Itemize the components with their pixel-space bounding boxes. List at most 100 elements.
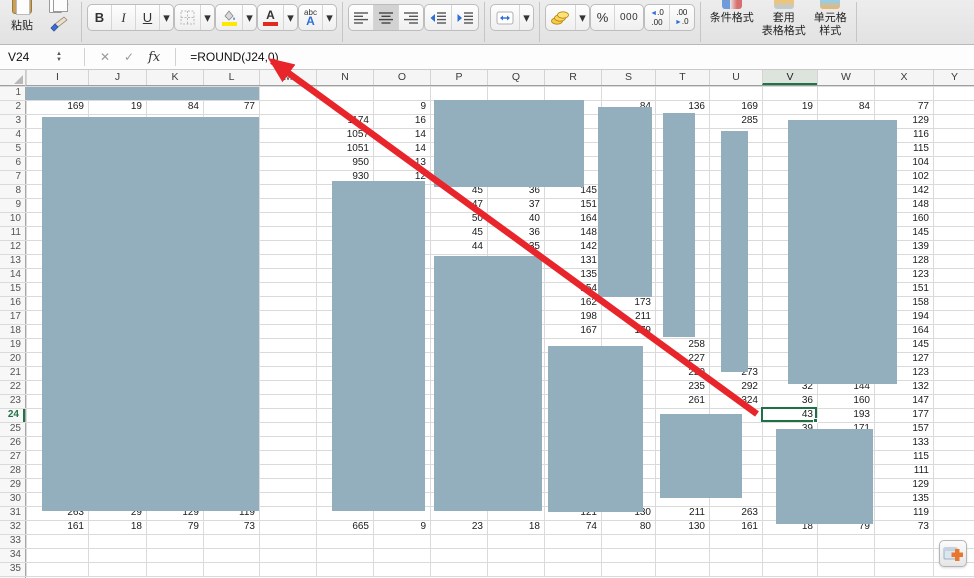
cell-K32[interactable]: 79 <box>187 521 199 532</box>
cell-U31[interactable]: 263 <box>741 507 758 518</box>
cell-T23[interactable]: 261 <box>688 395 705 406</box>
accounting-format-button[interactable] <box>546 5 576 30</box>
cell-Q10[interactable]: 40 <box>528 213 540 224</box>
cell-X12[interactable]: 139 <box>912 241 929 252</box>
cell-T20[interactable]: 227 <box>688 353 705 364</box>
accounting-dropdown[interactable]: ▾ <box>579 9 586 25</box>
cell-X26[interactable]: 133 <box>912 437 929 448</box>
row-header-4[interactable]: 4 <box>15 129 21 140</box>
cell-X7[interactable]: 102 <box>912 171 929 182</box>
cell-X5[interactable]: 115 <box>913 143 929 154</box>
stepper-down-icon[interactable]: ▼ <box>56 57 62 63</box>
row-header-10[interactable]: 10 <box>9 213 21 224</box>
row-header-34[interactable]: 34 <box>9 549 21 560</box>
cell-U23[interactable]: 324 <box>741 395 758 406</box>
cell-N5[interactable]: 1051 <box>346 143 369 154</box>
cell-U22[interactable]: 292 <box>741 381 758 392</box>
cell-L31[interactable]: 119 <box>239 507 255 518</box>
cell-T32[interactable]: 130 <box>688 521 705 532</box>
cell-O2[interactable]: 9 <box>420 101 426 112</box>
fill-color-dropdown[interactable]: ▾ <box>246 9 253 25</box>
cell-U2[interactable]: 169 <box>741 101 758 112</box>
paste-button[interactable]: 粘贴 <box>2 0 42 33</box>
cell-W25[interactable]: 171 <box>817 422 873 436</box>
cell-X2[interactable]: 77 <box>917 101 929 112</box>
cell-X6[interactable]: 104 <box>912 157 929 168</box>
font-color-button[interactable]: A <box>258 5 284 30</box>
name-box[interactable]: V24 <box>8 50 30 64</box>
row-header-1[interactable]: 1 <box>15 87 21 98</box>
formula-input[interactable]: =ROUND(J24,0) <box>190 50 279 64</box>
row-header-13[interactable]: 13 <box>9 255 21 266</box>
cell-X29[interactable]: 129 <box>912 479 929 490</box>
cell-X31[interactable]: 119 <box>913 507 929 518</box>
cell-V25[interactable]: 39 <box>762 422 816 436</box>
row-header-22[interactable]: 22 <box>9 381 21 392</box>
cell-R14[interactable]: 135 <box>580 269 597 280</box>
underline-dropdown[interactable]: ▾ <box>163 9 170 25</box>
cell-W24[interactable]: 193 <box>853 409 870 420</box>
column-header-I[interactable]: I <box>26 70 88 85</box>
cell-J2[interactable]: 19 <box>130 101 142 112</box>
increase-decimal-button[interactable]: .00 ►.0 <box>674 8 689 26</box>
cancel-icon[interactable]: ✕ <box>99 50 111 64</box>
cell-V24[interactable]: 43 <box>801 409 813 420</box>
decrease-indent-button[interactable] <box>425 5 452 30</box>
cell-X15[interactable]: 151 <box>912 283 929 294</box>
cell-T2[interactable]: 136 <box>688 101 705 112</box>
cell-X9[interactable]: 148 <box>912 199 929 210</box>
row-header-17[interactable]: 17 <box>9 311 21 322</box>
cell-I31[interactable]: 263 <box>67 507 84 518</box>
cell-S32[interactable]: 80 <box>639 521 651 532</box>
row-header-35[interactable]: 35 <box>9 563 21 574</box>
row-header-19[interactable]: 19 <box>9 339 21 350</box>
cell-U32[interactable]: 161 <box>741 521 758 532</box>
percent-button[interactable]: % <box>591 5 615 30</box>
cell-X19[interactable]: 145 <box>912 339 929 350</box>
cell-N3[interactable]: 1174 <box>347 115 369 126</box>
borders-dropdown[interactable]: ▾ <box>204 9 211 25</box>
row-header-27[interactable]: 27 <box>9 451 21 462</box>
enter-icon[interactable]: ✓ <box>124 50 135 64</box>
row-header-16[interactable]: 16 <box>9 297 21 308</box>
cell-X22[interactable]: 132 <box>912 381 929 392</box>
name-box-stepper[interactable]: ▲ ▼ <box>56 51 62 63</box>
align-left-button[interactable] <box>349 5 374 30</box>
cell-I32[interactable]: 161 <box>67 521 84 532</box>
increase-indent-button[interactable] <box>452 5 478 30</box>
row-header-24[interactable]: 24 <box>0 408 25 422</box>
cell-X32[interactable]: 73 <box>917 521 929 532</box>
row-header-3[interactable]: 3 <box>15 115 21 126</box>
borders-button[interactable] <box>175 5 201 30</box>
cell-P11[interactable]: 45 <box>471 227 483 238</box>
cell-R10[interactable]: 164 <box>580 213 597 224</box>
selected-cell-V24[interactable] <box>761 407 818 423</box>
cell-R31[interactable]: 121 <box>580 507 597 518</box>
row-header-5[interactable]: 5 <box>15 143 21 154</box>
cell-X20[interactable]: 127 <box>912 353 929 364</box>
cell-P32[interactable]: 23 <box>471 521 483 532</box>
column-header-T[interactable]: T <box>655 70 709 85</box>
column-header-W[interactable]: W <box>817 70 874 85</box>
row-header-33[interactable]: 33 <box>9 535 21 546</box>
bold-button[interactable]: B <box>88 5 112 30</box>
cell-S17[interactable]: 211 <box>635 311 651 322</box>
row-header-21[interactable]: 21 <box>9 367 21 378</box>
spreadsheet-grid[interactable]: I J K L M N O P Q R S T U V W X Y 1 2 3 4 5 6 7 8 9 10 11 12 13 14 15 16… <box>0 70 974 578</box>
cell-O3[interactable]: 16 <box>414 115 426 126</box>
phonetic-button[interactable]: abc A <box>299 5 323 30</box>
row-header-20[interactable]: 20 <box>9 353 21 364</box>
cell-J32[interactable]: 18 <box>130 521 142 532</box>
row-header-9[interactable]: 9 <box>15 199 21 210</box>
column-header-N[interactable]: N <box>316 70 373 85</box>
cell-R11[interactable]: 148 <box>580 227 597 238</box>
row-header-25[interactable]: 25 <box>9 423 21 434</box>
cell-X21[interactable]: 123 <box>912 367 929 378</box>
cell-X27[interactable]: 115 <box>913 451 929 462</box>
cell-K31[interactable]: 129 <box>182 507 199 518</box>
cell-X8[interactable]: 142 <box>912 185 929 196</box>
cell-X30[interactable]: 135 <box>912 493 929 504</box>
cell-W2[interactable]: 84 <box>858 101 870 112</box>
cell-O5[interactable]: 14 <box>414 143 426 154</box>
column-header-Y[interactable]: Y <box>933 70 974 85</box>
